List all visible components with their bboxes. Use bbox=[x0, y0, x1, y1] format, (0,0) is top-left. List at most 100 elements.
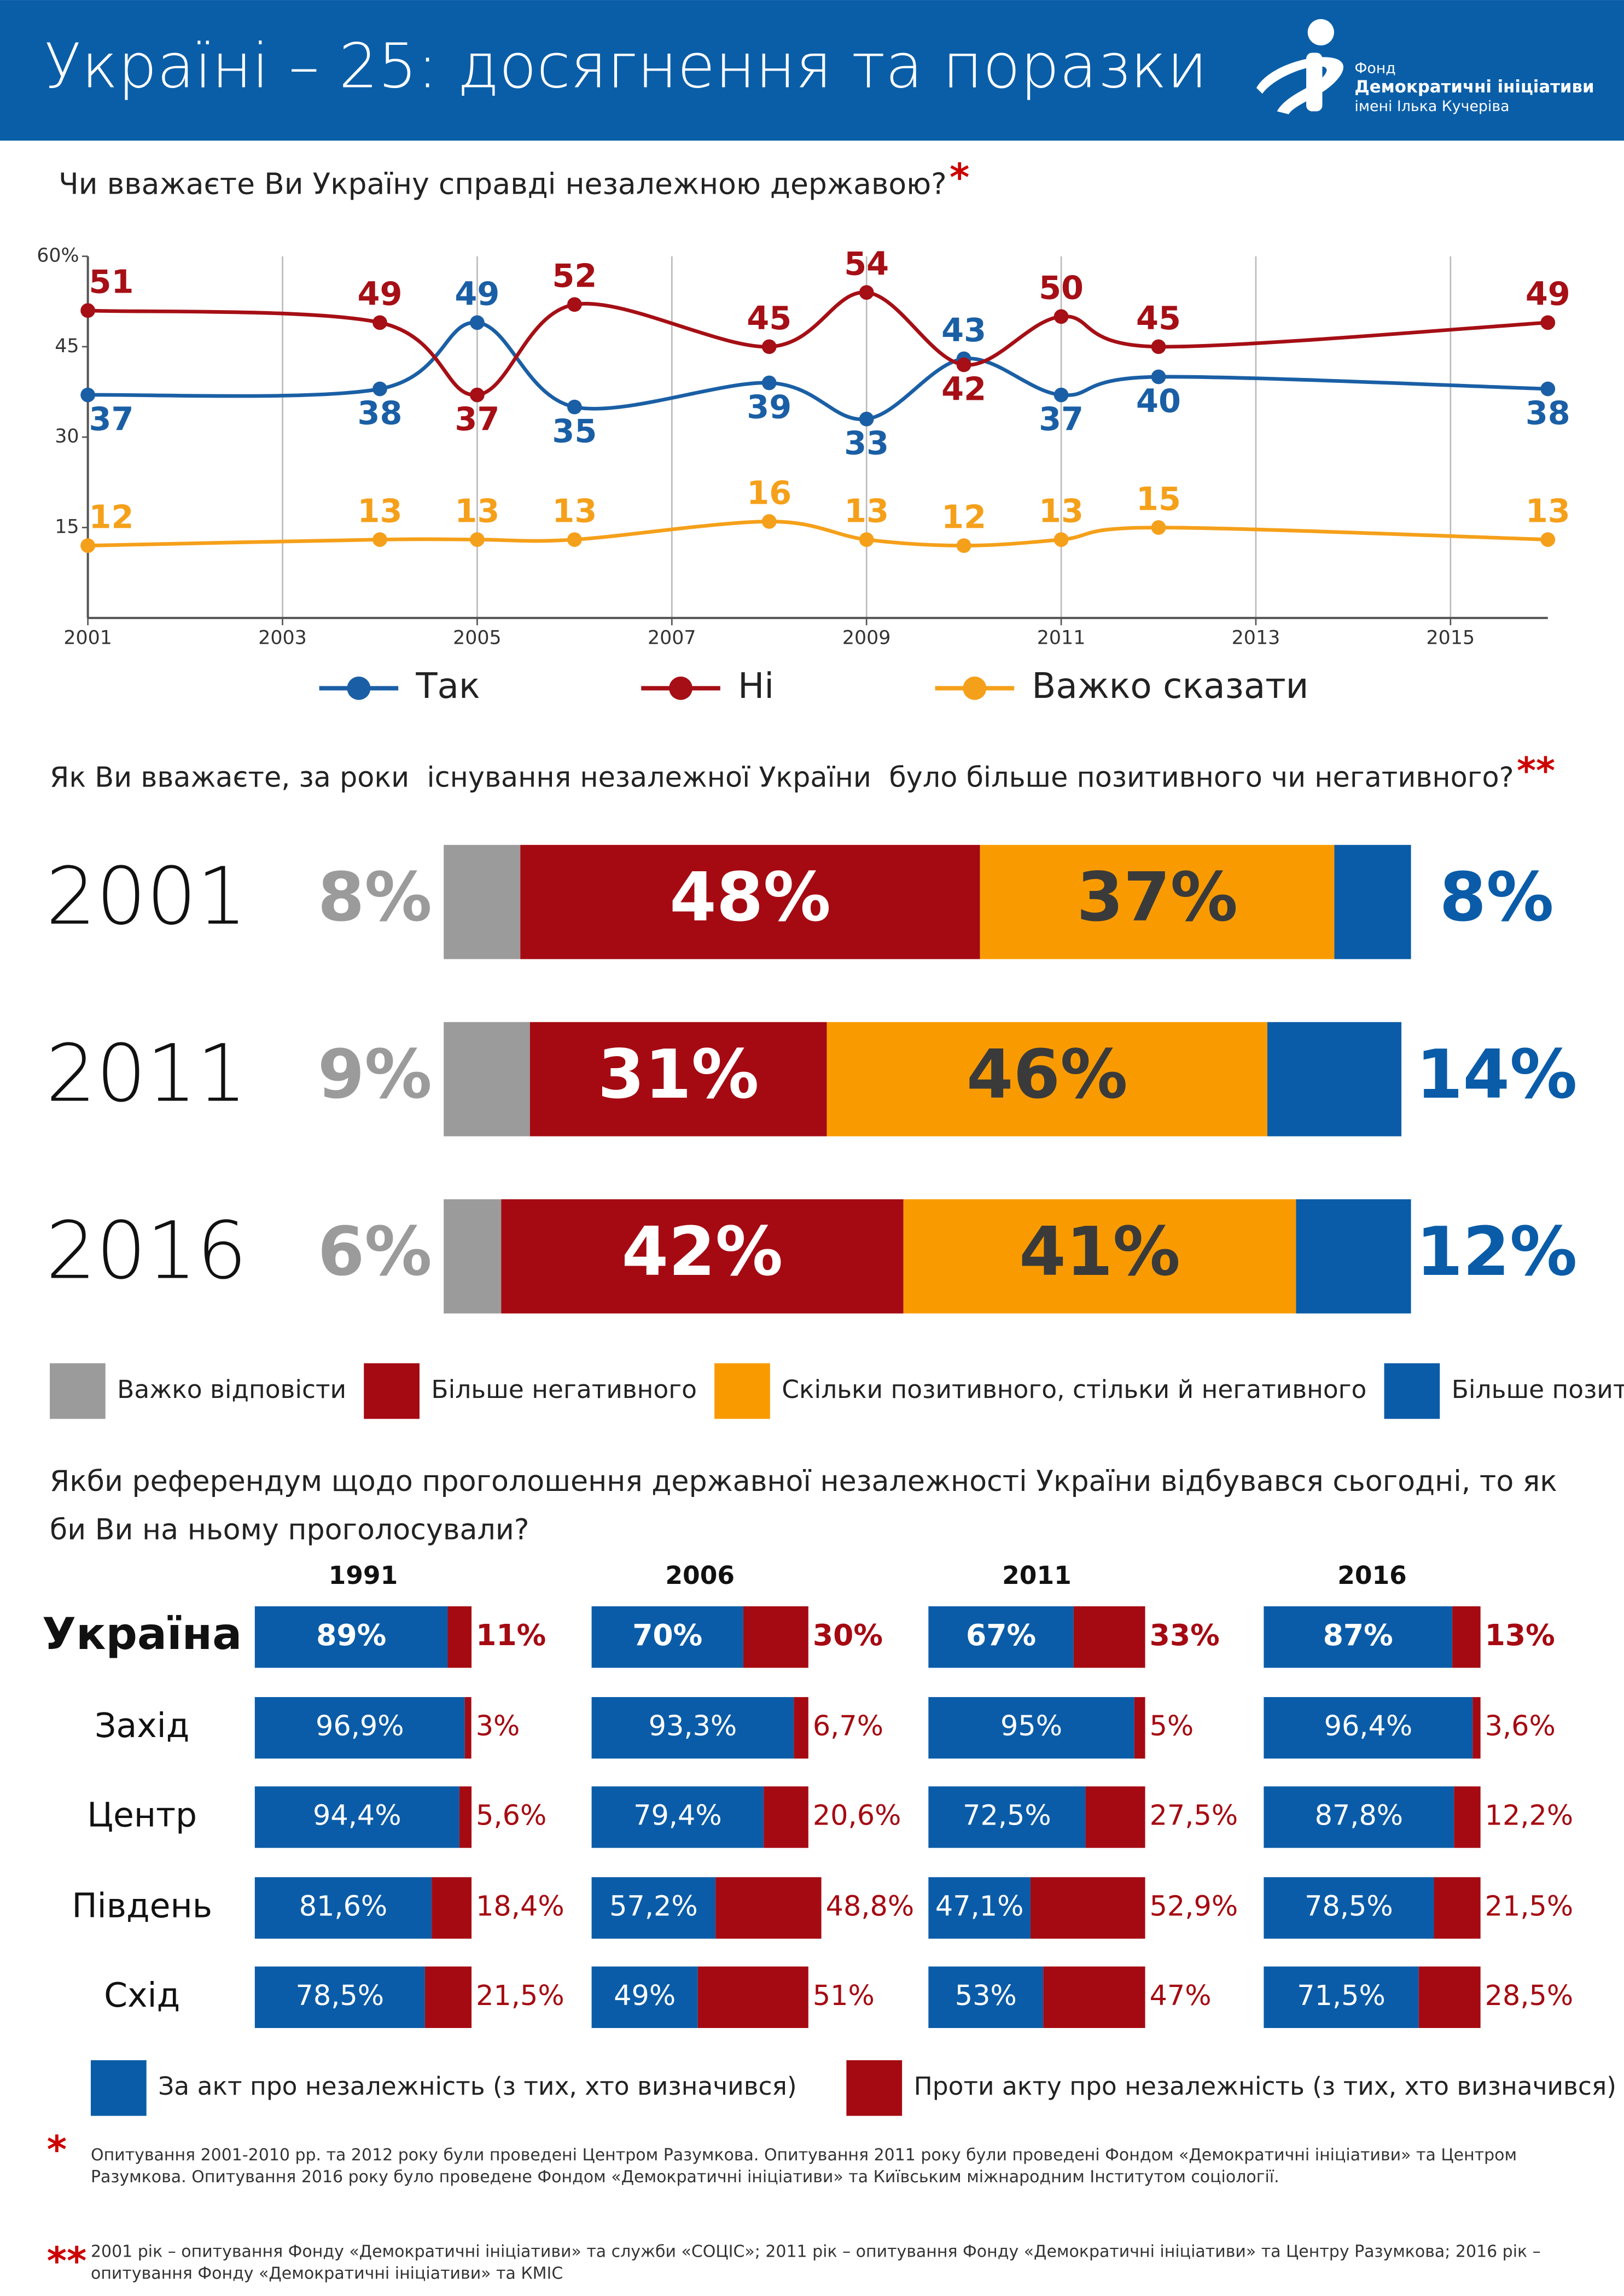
legend-label: За акт про незалежність (з тих, хто визн… bbox=[158, 2072, 797, 2101]
value-label: 47% bbox=[1150, 1979, 1212, 2012]
data-label: 38 bbox=[357, 394, 402, 432]
row-label: Схід bbox=[104, 1976, 180, 2015]
bar-segment bbox=[1264, 1966, 1419, 2028]
value-label: 67% bbox=[966, 1618, 1036, 1652]
data-label: 45 bbox=[1136, 299, 1181, 337]
value-label: 46% bbox=[967, 1036, 1128, 1114]
data-label: 15 bbox=[1136, 480, 1181, 517]
data-label: 13 bbox=[552, 492, 597, 530]
page-title: Україні – 25: досягнення та поразки bbox=[44, 30, 1207, 102]
data-label: 13 bbox=[844, 492, 889, 530]
data-label: 37 bbox=[89, 400, 133, 438]
bar-segment bbox=[1296, 1199, 1411, 1314]
data-label: 33 bbox=[844, 424, 889, 462]
bar-segment bbox=[764, 1786, 808, 1848]
point bbox=[80, 387, 96, 403]
point bbox=[1540, 381, 1556, 397]
column-header: 1991 bbox=[329, 1561, 398, 1590]
value-label: 5% bbox=[1150, 1710, 1194, 1742]
point bbox=[956, 538, 971, 553]
data-label: 37 bbox=[455, 400, 499, 438]
header-band bbox=[0, 0, 1624, 141]
column-header: 2006 bbox=[665, 1561, 735, 1590]
bar-segment bbox=[928, 1697, 1134, 1759]
point bbox=[1151, 369, 1166, 384]
point bbox=[80, 538, 96, 553]
x-tick-label: 2001 bbox=[63, 627, 112, 649]
value-label: 87% bbox=[1323, 1618, 1393, 1652]
point bbox=[859, 411, 874, 427]
bar-segment bbox=[444, 844, 521, 959]
bar-segment bbox=[1043, 1966, 1145, 2028]
bar-segment bbox=[1264, 1606, 1453, 1668]
legend-label: Проти акту про незалежність (з тих, хто … bbox=[914, 2072, 1616, 2101]
value-label: 14% bbox=[1416, 1036, 1578, 1114]
data-label: 13 bbox=[357, 492, 402, 530]
x-tick-label: 2007 bbox=[648, 627, 696, 649]
y-tick-label: 45 bbox=[55, 335, 79, 357]
bar-segment bbox=[1267, 1022, 1402, 1137]
value-label: 81,6% bbox=[299, 1890, 388, 1922]
category-label: 2011 bbox=[46, 1028, 247, 1120]
data-label: 37 bbox=[1039, 400, 1084, 438]
value-label: 27,5% bbox=[1150, 1799, 1238, 1831]
y-tick-label: 60% bbox=[37, 245, 79, 267]
footnote-text: 2001 рік – опитування Фонду «Демократичн… bbox=[91, 2242, 1546, 2283]
row-label: Південь bbox=[72, 1886, 212, 1926]
bar-segment bbox=[254, 1606, 448, 1668]
value-label: 78,5% bbox=[1305, 1890, 1393, 1922]
data-label: 40 bbox=[1136, 382, 1181, 419]
value-label: 48% bbox=[670, 859, 831, 937]
value-label: 51% bbox=[813, 1979, 875, 2012]
bar-segment bbox=[1073, 1606, 1145, 1668]
chart-title: Якби референдум щодо проголошення держав… bbox=[50, 1465, 1566, 1546]
value-label: 18,4% bbox=[476, 1890, 564, 1922]
bar-segment bbox=[928, 1606, 1074, 1668]
data-label: 13 bbox=[1039, 492, 1084, 530]
bar-segment bbox=[591, 1697, 794, 1759]
data-label: 43 bbox=[941, 311, 986, 349]
value-label: 6% bbox=[318, 1213, 432, 1291]
legend-dot bbox=[347, 676, 371, 700]
data-label: 16 bbox=[747, 474, 791, 511]
chart-title: Чи вважаєте Ви Україну справді незалежно… bbox=[59, 167, 947, 201]
value-label: 21,5% bbox=[1485, 1890, 1574, 1922]
column-header: 2011 bbox=[1002, 1561, 1072, 1590]
y-tick-label: 15 bbox=[55, 516, 79, 538]
point bbox=[761, 375, 777, 391]
value-label: 49% bbox=[614, 1979, 676, 2012]
value-label: 8% bbox=[318, 859, 432, 937]
value-label: 3,6% bbox=[1485, 1710, 1556, 1742]
point bbox=[372, 532, 387, 547]
value-label: 33% bbox=[1150, 1618, 1220, 1652]
data-label: 45 bbox=[747, 299, 791, 337]
bar-segment bbox=[697, 1966, 808, 2028]
bar-segment bbox=[794, 1697, 808, 1759]
data-label: 39 bbox=[747, 388, 791, 426]
data-label: 49 bbox=[1526, 275, 1570, 313]
data-label: 54 bbox=[844, 245, 889, 283]
point bbox=[567, 532, 582, 547]
logo-mark bbox=[1256, 19, 1344, 114]
x-tick-label: 2011 bbox=[1037, 627, 1086, 649]
bar-segment bbox=[743, 1606, 808, 1668]
data-label: 35 bbox=[552, 412, 597, 450]
value-label: 28,5% bbox=[1485, 1979, 1574, 2012]
point bbox=[470, 315, 485, 330]
value-label: 13% bbox=[1485, 1618, 1555, 1652]
value-label: 11% bbox=[476, 1618, 546, 1652]
data-label: 52 bbox=[552, 257, 597, 295]
logo-text: Демократичні ініціативи bbox=[1354, 77, 1594, 97]
value-label: 87,8% bbox=[1315, 1799, 1404, 1831]
point bbox=[859, 532, 874, 547]
point bbox=[80, 303, 96, 318]
bar-segment bbox=[591, 1877, 716, 1939]
x-tick-label: 2009 bbox=[842, 627, 891, 649]
value-label: 89% bbox=[316, 1618, 386, 1652]
value-label: 5,6% bbox=[476, 1799, 546, 1831]
legend-label: Важко сказати bbox=[1032, 666, 1308, 707]
legend-dot bbox=[963, 676, 987, 700]
value-label: 20,6% bbox=[813, 1799, 901, 1831]
